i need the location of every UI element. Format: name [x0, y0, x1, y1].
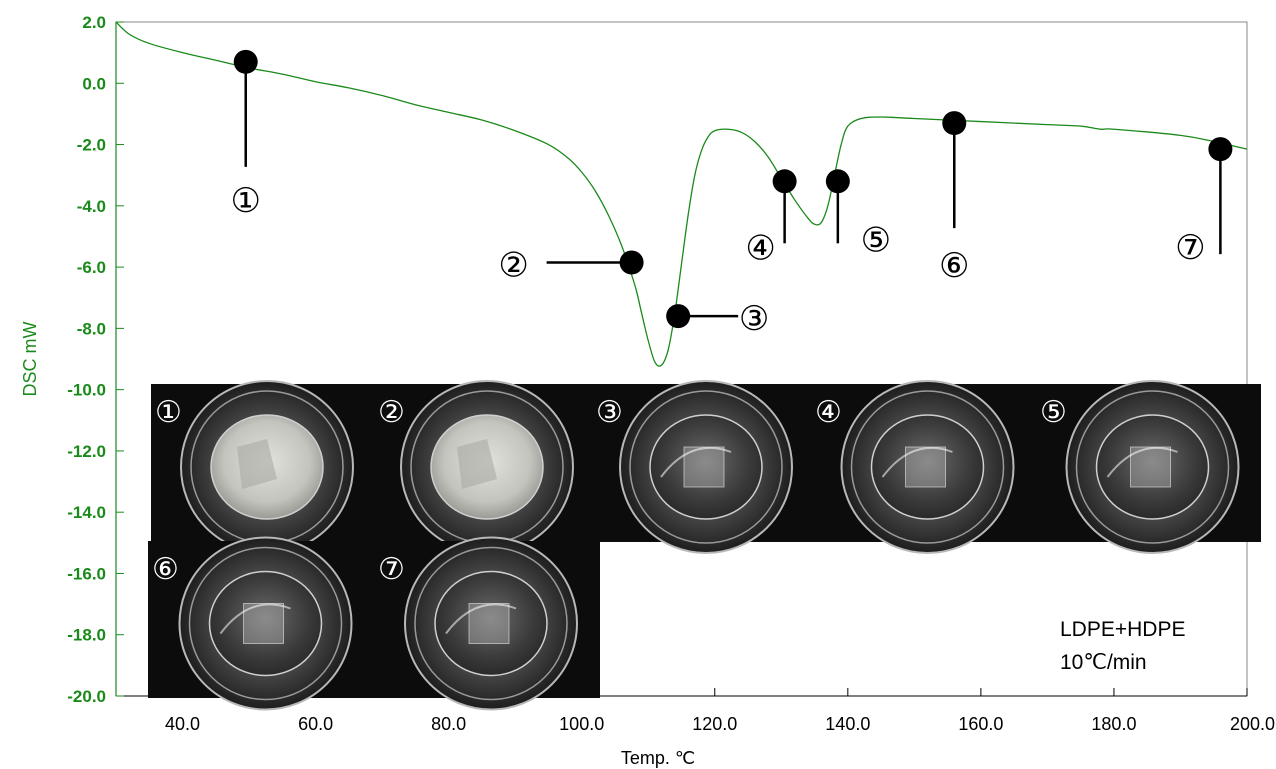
sample-disc: [434, 570, 548, 677]
sample-photo: ⑥: [148, 536, 375, 711]
x-tick-label: 40.0: [165, 714, 200, 734]
y-tick-label: -20.0: [67, 687, 106, 706]
sample-film: [683, 446, 725, 488]
sample-highlight: [1106, 446, 1178, 478]
sample-film: [1130, 446, 1171, 488]
marker-dot: [942, 111, 967, 136]
photo-label: ②: [378, 395, 405, 430]
dsc-curve: [115, 21, 1248, 367]
sample-disc: [649, 414, 763, 520]
marker-label: ⑦: [1175, 228, 1205, 268]
sample-pan-rim: [850, 390, 1005, 544]
x-tick-label: 140.0: [825, 714, 870, 734]
x-tick-label: 200.0: [1230, 714, 1275, 734]
marker-dot: [825, 169, 850, 194]
y-tick-label: -14.0: [67, 503, 106, 522]
x-tick-label: 120.0: [692, 714, 737, 734]
y-tick-label: -4.0: [77, 197, 106, 216]
sample-disc: [1095, 414, 1210, 520]
sample-pan-rim: [414, 546, 568, 701]
photo-label: ③: [596, 395, 623, 430]
sample-photo: ①: [151, 380, 375, 554]
marker-label: ⑥: [939, 246, 969, 286]
y-tick-label: -18.0: [67, 626, 106, 645]
sample-photo: ⑦: [374, 536, 600, 711]
photo-label: ⑤: [1040, 395, 1067, 430]
y-tick-label: -16.0: [67, 564, 106, 583]
sample-film: [237, 439, 277, 489]
transition-marker: ④: [745, 169, 797, 268]
x-tick-label: 160.0: [958, 714, 1003, 734]
transition-marker: ⑦: [1175, 137, 1233, 268]
y-tick-label: 2.0: [82, 13, 106, 32]
sample-pan-rim: [629, 390, 783, 544]
photo-label: ⑦: [378, 552, 405, 587]
y-tick-label: -2.0: [77, 136, 106, 155]
x-tick-label: 60.0: [298, 714, 333, 734]
sample-photo: ③: [592, 380, 812, 554]
sample-pan-rim: [1075, 390, 1230, 544]
x-axis-label: Temp. ℃: [621, 748, 695, 768]
y-tick-label: -8.0: [77, 319, 106, 338]
transition-marker: ⑤: [825, 169, 891, 260]
sample-highlight: [881, 446, 953, 478]
sample-highlight: [219, 603, 291, 635]
sample-photo: ②: [374, 380, 592, 554]
y-tick-label: -6.0: [77, 258, 106, 277]
marker-label: ①: [230, 181, 260, 221]
marker-dot: [666, 304, 691, 329]
marker-label: ⑤: [861, 220, 891, 260]
photo-label: ④: [815, 395, 842, 430]
sample-highlight: [660, 446, 732, 478]
sample-photo: ⑤: [1036, 380, 1261, 554]
sample-photo: ④: [811, 380, 1036, 554]
sample-film: [457, 439, 497, 489]
sample-film: [243, 603, 284, 644]
sample-film: [905, 446, 946, 488]
transition-marker: ②: [498, 245, 644, 285]
heating-rate-label: 10℃/min: [1060, 651, 1147, 674]
sample-film: [468, 603, 510, 644]
x-tick-label: 180.0: [1091, 714, 1136, 734]
marker-dot: [772, 169, 797, 194]
sample-disc: [870, 414, 985, 520]
marker-label: ②: [498, 245, 528, 285]
photo-label: ⑥: [152, 552, 179, 587]
transition-marker: ①: [230, 49, 261, 221]
sample-pan-rim: [188, 546, 343, 701]
x-tick-label: 80.0: [431, 714, 466, 734]
sample-highlight: [445, 603, 517, 635]
y-tick-label: -12.0: [67, 442, 106, 461]
sample-disc: [208, 570, 323, 677]
marker-label: ③: [739, 299, 769, 339]
marker-dot: [1208, 137, 1233, 162]
transition-marker: ③: [666, 299, 769, 339]
transition-marker: ⑥: [939, 111, 970, 286]
y-tick-label: -10.0: [67, 381, 106, 400]
photo-label: ①: [155, 395, 182, 430]
marker-dot: [233, 49, 258, 74]
x-tick-label: 100.0: [559, 714, 604, 734]
y-tick-label: 0.0: [82, 74, 106, 93]
y-axis-label: DSC mW: [20, 322, 40, 397]
marker-label: ④: [745, 228, 775, 268]
marker-dot: [619, 250, 644, 275]
sample-name-label: LDPE+HDPE: [1060, 618, 1185, 641]
